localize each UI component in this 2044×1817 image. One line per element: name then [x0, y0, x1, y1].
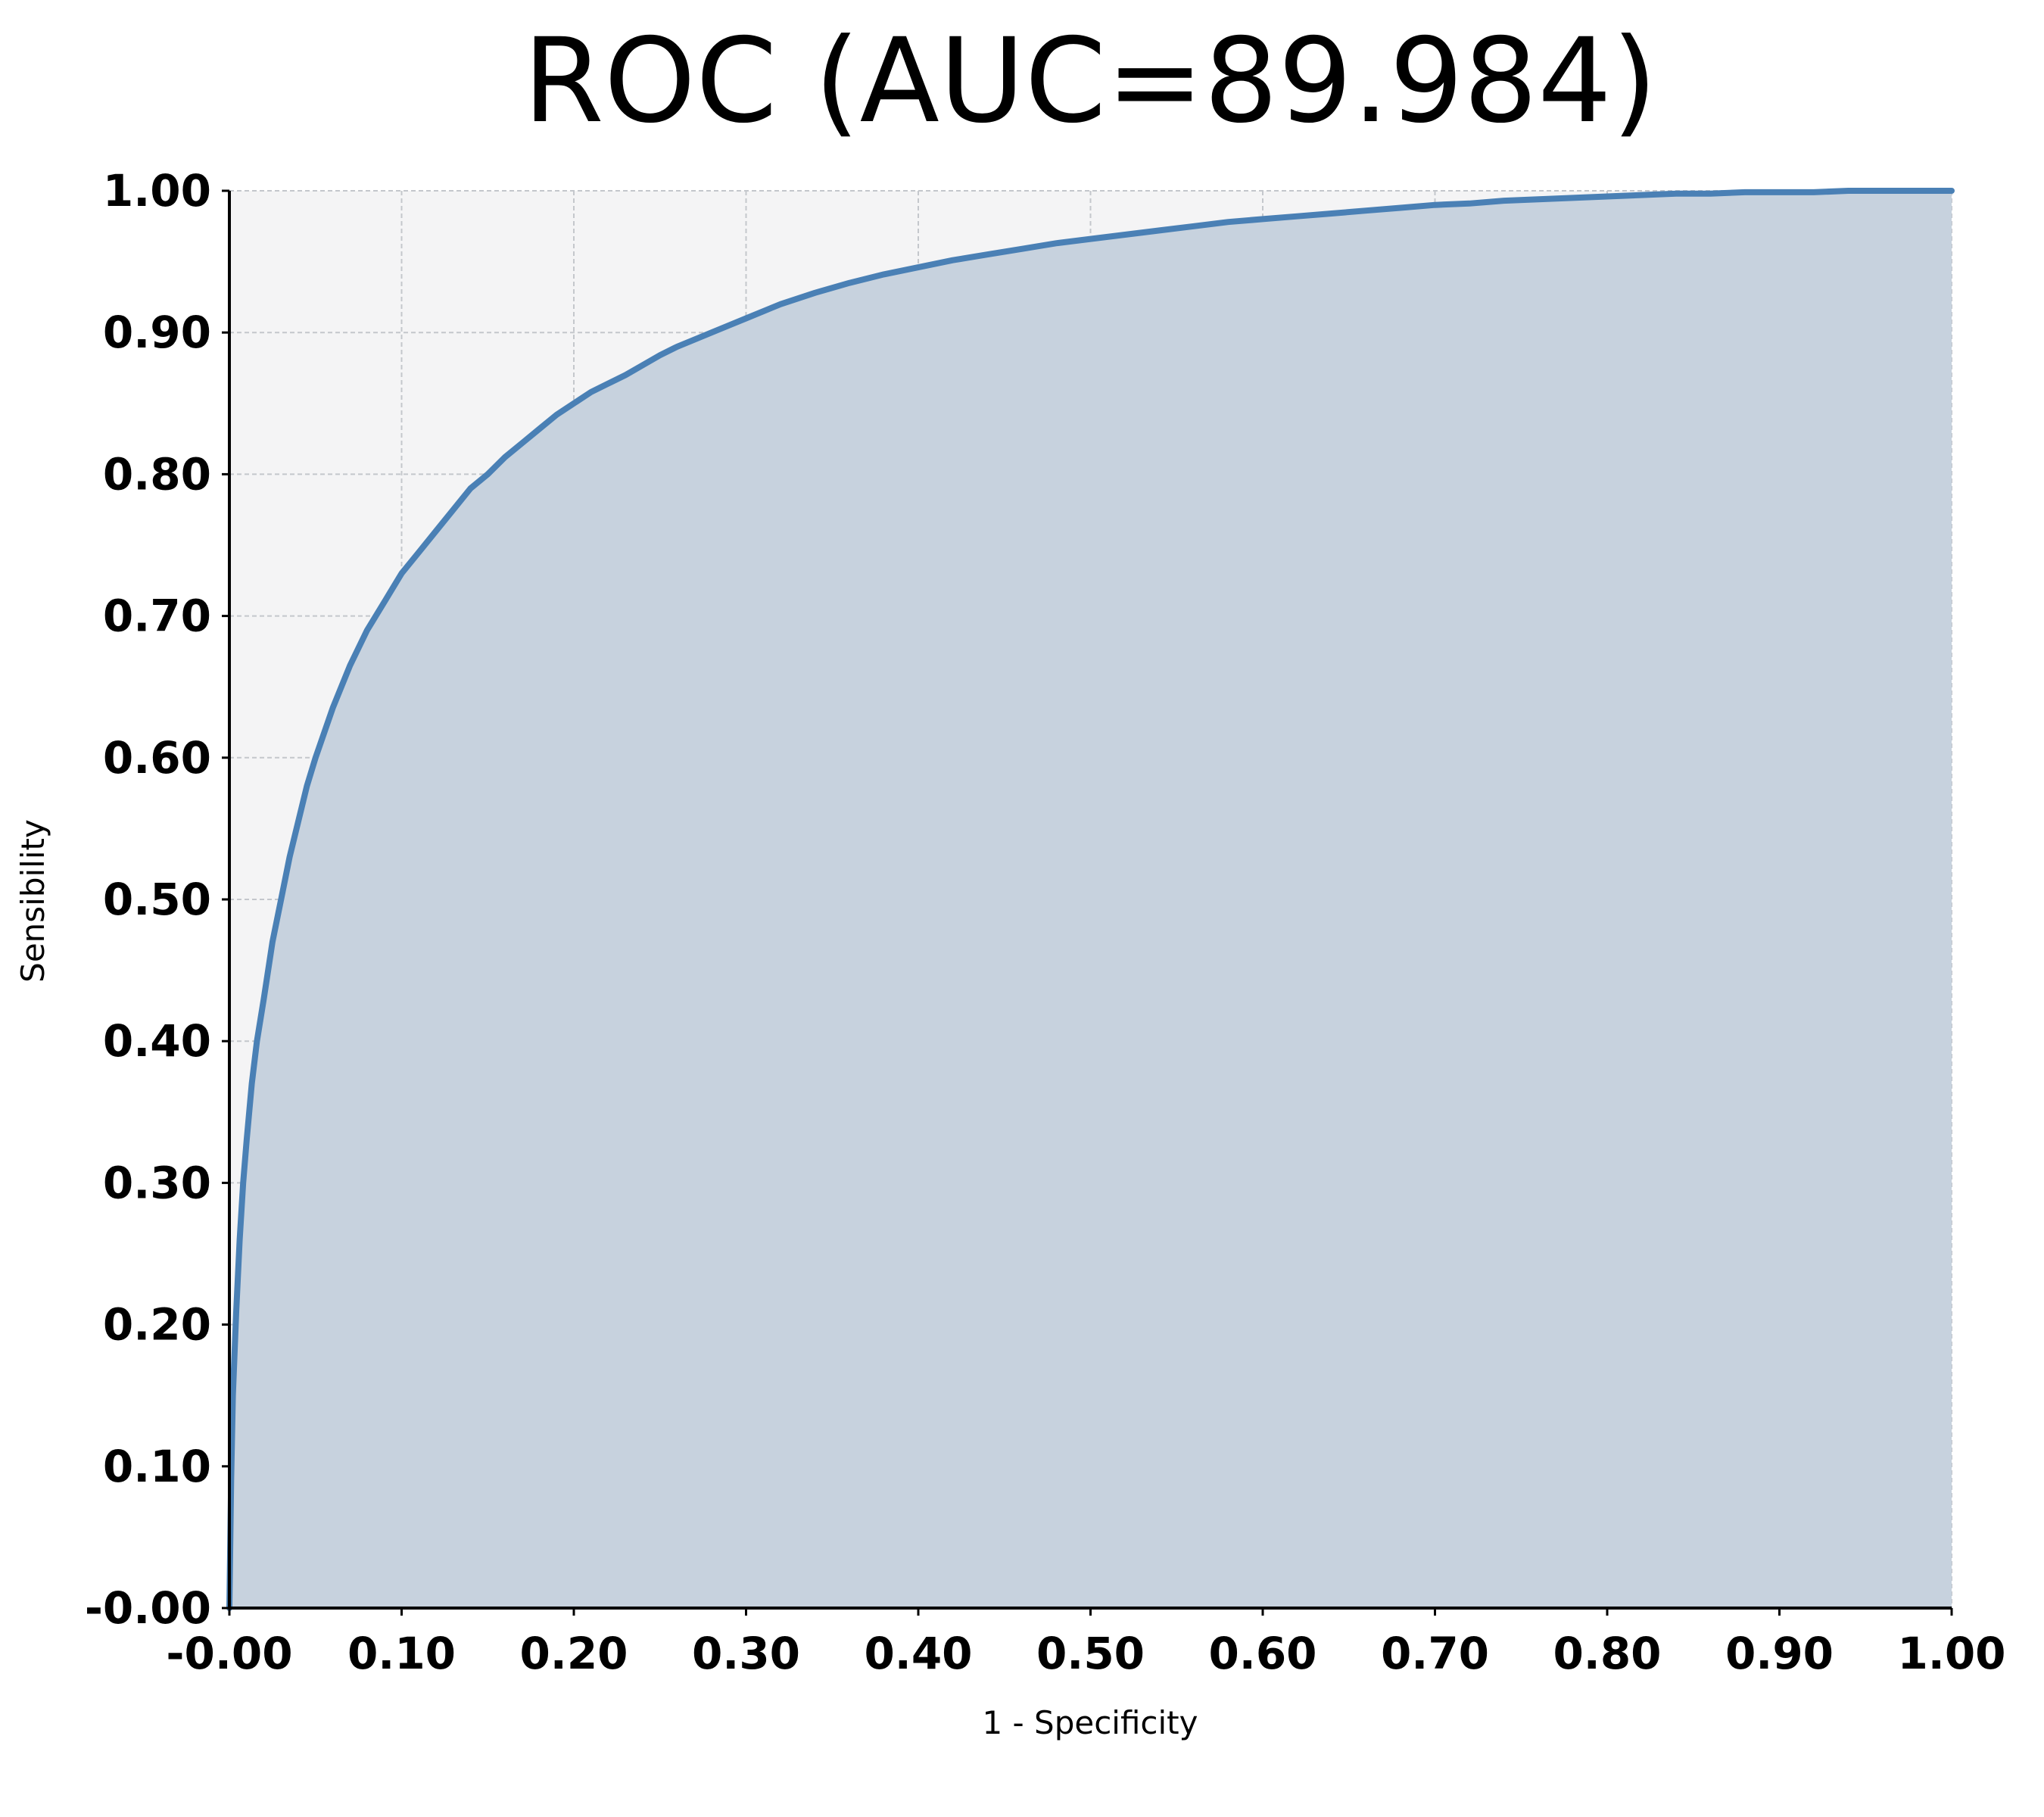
y-tick-label: 0.90: [103, 307, 211, 358]
x-tick-label: 0.20: [519, 1628, 628, 1679]
y-axis-ticks: -0.00 0.10 0.20 0.30 0.40 0.50 0.60 0.70 0.80 0.9…: [85, 165, 229, 1634]
y-tick-label: 0.10: [103, 1441, 211, 1492]
y-axis-title: Sensibility: [14, 819, 51, 983]
y-tick-label: 0.50: [103, 874, 211, 925]
x-tick-label: 0.60: [1208, 1628, 1316, 1679]
x-tick-label: 0.30: [692, 1628, 800, 1679]
x-tick-label: -0.00: [166, 1628, 292, 1679]
y-tick-label: 0.40: [103, 1015, 211, 1067]
x-tick-label: 0.90: [1725, 1628, 1834, 1679]
x-tick-label: 0.70: [1381, 1628, 1489, 1679]
y-tick-label: 0.20: [103, 1299, 211, 1351]
y-tick-label: 0.80: [103, 448, 211, 500]
y-tick-label: 0.30: [103, 1157, 211, 1208]
y-tick-label: 1.00: [103, 165, 211, 217]
y-tick-label: 0.70: [103, 591, 211, 642]
x-tick-label: 0.50: [1036, 1628, 1145, 1679]
x-tick-label: 0.10: [347, 1628, 456, 1679]
x-tick-label: 0.80: [1553, 1628, 1661, 1679]
y-tick-label: -0.00: [85, 1582, 211, 1634]
x-tick-label: 0.40: [864, 1628, 972, 1679]
roc-curve-line: [226, 188, 1955, 1611]
x-tick-label: 1.00: [1897, 1628, 2005, 1679]
x-axis-ticks: -0.00 0.10 0.20 0.30 0.40 0.50 0.60 0.70 0.80 0.9…: [166, 1608, 2006, 1679]
y-tick-label: 0.60: [103, 732, 211, 784]
x-axis-title: 1 - Specificity: [982, 1704, 1198, 1741]
roc-area-fill: [229, 191, 1952, 1608]
chart-title: ROC (AUC=89.984): [523, 14, 1657, 149]
